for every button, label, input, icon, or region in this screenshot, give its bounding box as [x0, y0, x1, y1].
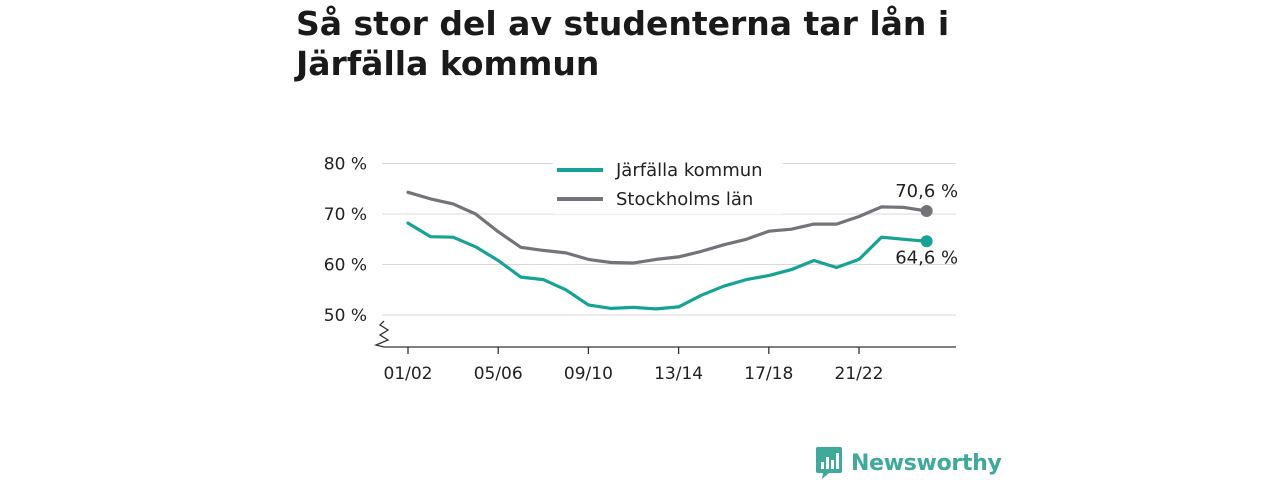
- axis-break-icon: [373, 320, 390, 348]
- y-tick-label: 70 %: [324, 205, 367, 225]
- series-line: [406, 221, 929, 311]
- series-end-marker: [920, 204, 933, 217]
- x-tick-label: 21/22: [835, 364, 884, 384]
- bar-chart-logo-icon: [816, 447, 842, 479]
- x-tick-label: 05/06: [474, 364, 523, 384]
- series-end-label: 70,6 %: [895, 181, 958, 202]
- legend-background: [553, 154, 783, 214]
- y-tick-label: 50 %: [324, 306, 367, 326]
- legend: Järfälla kommun Stockholms län: [553, 154, 783, 214]
- x-tick-label: 17/18: [744, 364, 793, 384]
- chart-title: Så stor del av studenterna tar lån i Jär…: [296, 4, 950, 83]
- series-end-label: 64,6 %: [895, 247, 958, 268]
- legend-label: Järfälla kommun: [615, 160, 763, 181]
- brand-name: Newsworthy: [851, 450, 1002, 476]
- x-tick-label: 09/10: [564, 364, 613, 384]
- x-axis-ticks: 01/02 05/06 09/10 13/14 17/18 21/22: [384, 347, 884, 384]
- series-end-marker: [920, 235, 933, 248]
- series-line: [406, 190, 929, 265]
- x-axis: [373, 320, 956, 348]
- series-lines: 64,6 % 70,6 %: [406, 181, 958, 311]
- legend-label: Stockholms län: [616, 189, 753, 210]
- y-axis-ticks: 50 % 60 % 70 % 80 %: [324, 155, 367, 327]
- y-tick-label: 80 %: [324, 155, 367, 175]
- x-tick-label: 01/02: [384, 364, 433, 384]
- y-tick-label: 60 %: [324, 256, 367, 276]
- newsworthy-brand[interactable]: Newsworthy: [815, 446, 1002, 480]
- x-tick-label: 13/14: [654, 364, 703, 384]
